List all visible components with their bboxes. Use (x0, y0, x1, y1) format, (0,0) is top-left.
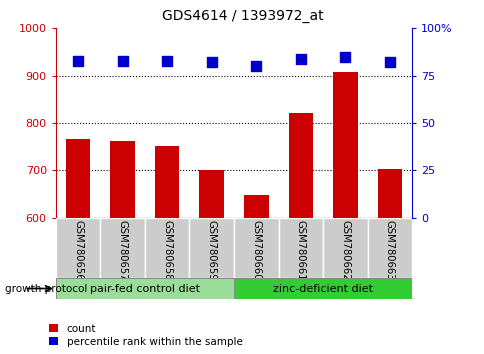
Point (252, 63, 259, 69)
Text: GSM780658: GSM780658 (162, 219, 172, 280)
Bar (189, 218, 233, 278)
Bar (100, 218, 145, 278)
Text: zinc-deficient diet: zinc-deficient diet (272, 284, 372, 293)
Bar (56, 278, 233, 299)
Bar (288, 113, 313, 218)
Bar (243, 195, 268, 218)
Bar (110, 141, 135, 218)
Bar (66, 139, 90, 218)
Point (208, 59, 215, 65)
Point (163, 58, 171, 63)
Text: GSM780656: GSM780656 (73, 219, 83, 280)
Bar (333, 72, 357, 218)
Point (119, 58, 126, 63)
Text: GSM780657: GSM780657 (118, 219, 127, 280)
Bar (145, 218, 189, 278)
Text: pair-fed control diet: pair-fed control diet (90, 284, 199, 293)
Point (74, 58, 82, 63)
Text: growth protocol: growth protocol (5, 284, 87, 293)
Bar (199, 170, 224, 218)
Point (341, 54, 348, 59)
Text: GSM780660: GSM780660 (251, 219, 261, 280)
Text: GSM780661: GSM780661 (295, 219, 305, 280)
Text: GSM780659: GSM780659 (206, 219, 216, 280)
Legend: count, percentile rank within the sample: count, percentile rank within the sample (49, 324, 242, 347)
Text: GSM780663: GSM780663 (384, 219, 394, 280)
Bar (233, 218, 278, 278)
Text: GDS4614 / 1393972_at: GDS4614 / 1393972_at (161, 9, 323, 23)
Point (385, 59, 393, 65)
Bar (56, 218, 100, 278)
Bar (322, 218, 367, 278)
Bar (278, 218, 322, 278)
Text: GSM780662: GSM780662 (340, 219, 349, 280)
Point (296, 56, 304, 62)
Bar (154, 146, 179, 218)
Bar (233, 278, 411, 299)
Bar (367, 218, 411, 278)
Bar (377, 169, 401, 218)
